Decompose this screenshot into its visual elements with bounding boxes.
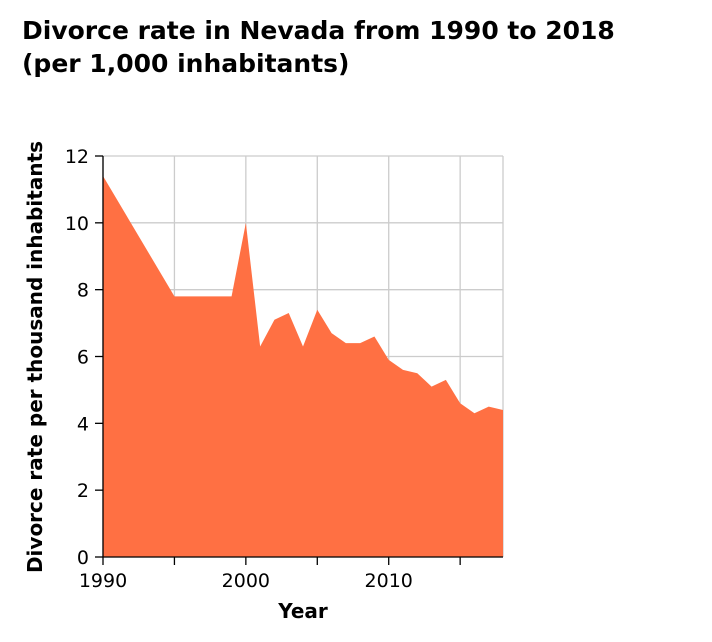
x-axis-title: Year xyxy=(277,599,328,623)
tick-labels: 0 2 4 6 8 10 12 1990 2000 2010 xyxy=(65,146,413,592)
y-tick-label: 10 xyxy=(65,213,89,235)
x-tick-label: 2010 xyxy=(365,570,413,592)
y-axis-title: Divorce rate per thousand inhabitants xyxy=(23,141,47,573)
y-tick-label: 8 xyxy=(77,280,89,302)
x-tick-label: 1990 xyxy=(79,570,127,592)
y-tick-label: 4 xyxy=(77,413,89,435)
y-tick-label: 12 xyxy=(65,146,89,168)
chart-title-line-1: Divorce rate in Nevada from 1990 to 2018 xyxy=(22,16,615,45)
x-tick-label: 2000 xyxy=(222,570,270,592)
y-tick-label: 2 xyxy=(77,480,89,502)
axes xyxy=(95,155,503,565)
y-tick-label: 6 xyxy=(77,347,89,369)
chart-title-line-2: (per 1,000 inhabitants) xyxy=(22,49,350,78)
area-series-0 xyxy=(103,176,503,558)
y-tick-label: 0 xyxy=(77,547,89,569)
area-layer xyxy=(103,176,503,558)
chart-title: Divorce rate in Nevada from 1990 to 2018… xyxy=(22,14,615,80)
